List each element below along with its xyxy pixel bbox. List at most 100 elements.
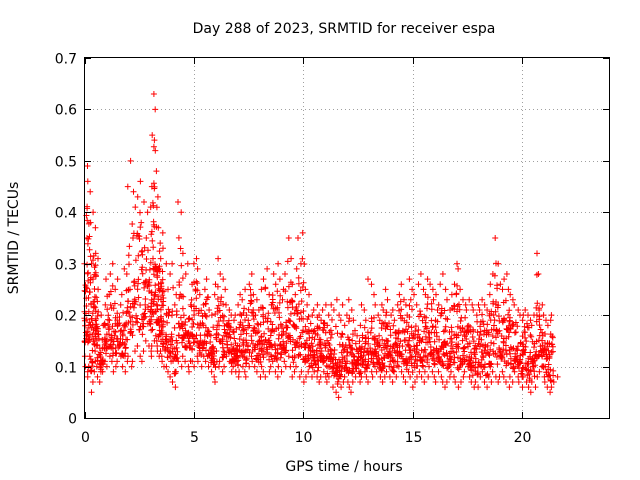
x-tick-label: 10: [295, 430, 313, 446]
data-point: [129, 358, 136, 365]
data-point: [409, 306, 415, 313]
data-point: [103, 363, 110, 370]
data-point: [444, 316, 451, 323]
data-point: [107, 302, 114, 308]
data-point: [447, 361, 454, 368]
data-point: [242, 286, 249, 293]
data-point: [333, 389, 340, 396]
data-point: [528, 322, 535, 329]
data-point: [459, 325, 466, 332]
data-point: [272, 281, 279, 288]
data-point: [137, 302, 144, 308]
data-point: [380, 320, 387, 327]
data-point: [528, 333, 535, 340]
data-point: [506, 384, 513, 391]
data-point: [398, 368, 405, 375]
data-point: [248, 337, 255, 344]
data-point: [92, 348, 99, 355]
data-point: [364, 329, 371, 336]
data-point: [281, 358, 288, 365]
data-point: [527, 389, 534, 396]
data-point: [142, 313, 149, 320]
data-point: [261, 330, 268, 337]
data-point: [208, 368, 215, 375]
data-point: [270, 271, 277, 277]
data-point: [507, 360, 514, 367]
data-point: [297, 287, 304, 294]
data-point: [395, 363, 402, 370]
data-point: [89, 379, 96, 385]
data-point: [396, 291, 403, 298]
data-point: [467, 324, 474, 330]
data-point: [92, 304, 99, 311]
data-point: [466, 296, 473, 303]
data-point: [333, 296, 340, 303]
data-point: [199, 345, 206, 352]
data-point: [94, 323, 101, 330]
data-point: [473, 346, 480, 352]
data-point: [130, 235, 136, 241]
data-point: [398, 351, 405, 358]
data-point: [490, 340, 497, 347]
data-point: [501, 276, 508, 283]
data-point: [134, 343, 141, 349]
data-point: [127, 157, 134, 164]
data-point: [135, 294, 142, 301]
data-point: [495, 260, 502, 267]
data-point: [149, 326, 156, 333]
data-point: [127, 329, 134, 335]
data-point: [323, 379, 330, 385]
data-point: [125, 252, 132, 259]
data-point: [84, 217, 91, 224]
data-point: [173, 354, 180, 361]
data-point: [223, 353, 230, 360]
data-point: [402, 337, 409, 344]
data-point: [407, 296, 414, 303]
data-point: [207, 339, 214, 345]
data-point: [207, 332, 214, 339]
data-point: [449, 339, 455, 346]
data-point: [461, 368, 468, 375]
data-point: [498, 355, 505, 362]
data-point: [232, 312, 239, 319]
data-point: [447, 353, 454, 360]
data-point: [180, 293, 187, 300]
data-point: [148, 343, 155, 349]
data-point: [443, 349, 450, 356]
x-tick-label: 15: [405, 430, 423, 446]
data-point: [185, 363, 192, 370]
data-point: [95, 335, 102, 342]
data-point: [486, 352, 493, 359]
data-point: [283, 347, 289, 354]
data-point: [139, 247, 146, 254]
data-point: [165, 306, 172, 313]
data-point: [214, 283, 221, 290]
data-point: [437, 346, 444, 353]
axis-ticks: 0 0.1 0.2 0.3 0.4 0.5 0.6 0.7 0 5 10 15 20: [55, 52, 609, 446]
data-point: [287, 310, 294, 317]
data-point: [315, 364, 322, 371]
data-point: [107, 288, 114, 295]
data-point: [323, 362, 330, 369]
data-point: [324, 370, 331, 377]
data-point: [135, 252, 142, 259]
data-point: [196, 291, 203, 298]
data-point: [539, 301, 546, 308]
data-point: [309, 364, 316, 371]
data-point: [519, 384, 526, 391]
data-point: [487, 363, 494, 370]
data-point: [378, 325, 385, 331]
data-point: [146, 266, 153, 273]
data-point: [272, 368, 279, 375]
data-point: [220, 354, 227, 361]
data-point: [343, 352, 350, 359]
data-point: [292, 344, 299, 351]
data-point: [361, 307, 368, 313]
data-point: [121, 265, 128, 272]
data-point: [487, 346, 494, 353]
data-point: [522, 329, 529, 336]
data-point: [412, 328, 419, 335]
data-point: [308, 360, 315, 367]
data-point: [491, 272, 498, 279]
data-point: [177, 245, 184, 252]
